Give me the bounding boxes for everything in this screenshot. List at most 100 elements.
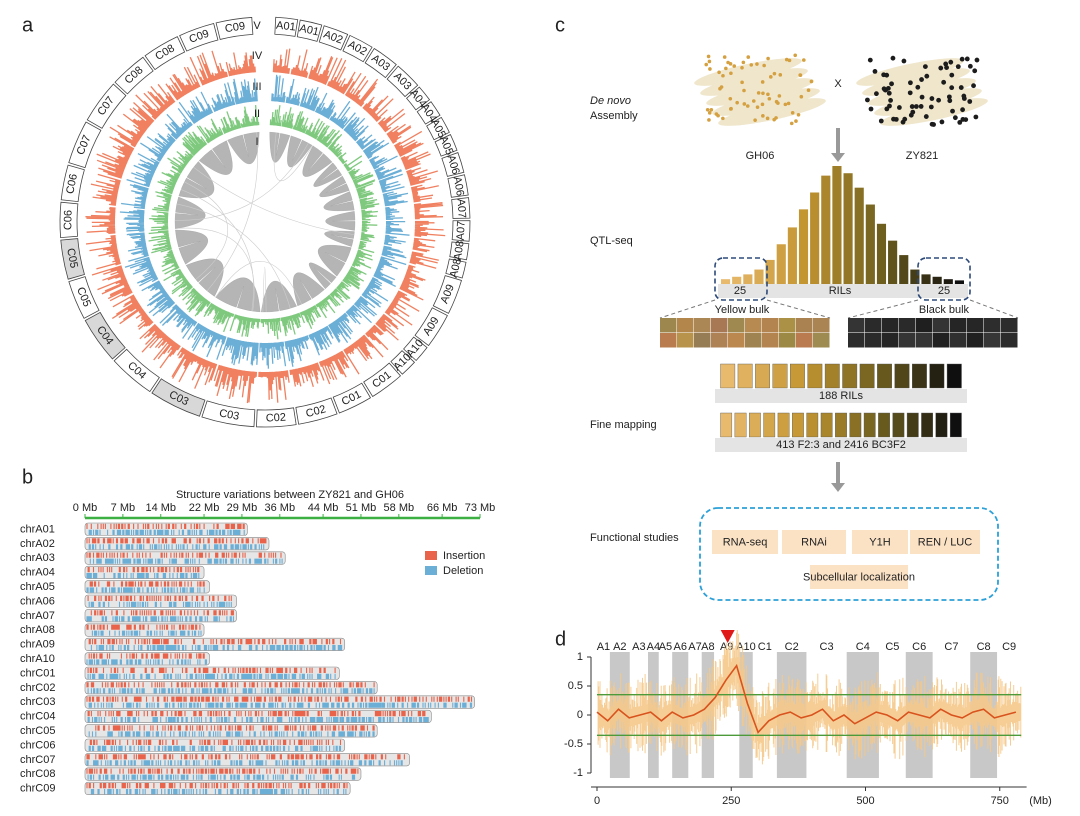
- x-tick-label: 22 Mb: [189, 502, 220, 514]
- bar: [854, 187, 864, 284]
- chromosome-label: A06: [445, 154, 462, 176]
- bar: [943, 279, 953, 284]
- seed: [946, 94, 952, 100]
- seed: [960, 107, 965, 113]
- chromosome-label: A2: [613, 641, 626, 653]
- seed: [958, 85, 964, 90]
- seed: [919, 94, 925, 100]
- seed: [707, 118, 711, 122]
- assay-label: RNAi: [801, 536, 827, 548]
- seed: [878, 118, 884, 124]
- bar: [865, 204, 875, 284]
- chromosome-label: A01: [298, 22, 320, 38]
- x-tick-label: 500: [856, 795, 874, 807]
- chromosome-box: [332, 382, 372, 414]
- chromosome-bar: [84, 594, 237, 608]
- seed-photo: [728, 318, 745, 333]
- seed: [889, 81, 894, 87]
- seed: [913, 104, 919, 109]
- chromosome-label: A06: [451, 176, 466, 197]
- chromosome-label: C3: [820, 641, 834, 653]
- seed: [919, 77, 924, 82]
- chromosome-box: [390, 350, 416, 375]
- seed: [705, 107, 710, 112]
- x-axis-label: (Mb): [1029, 795, 1052, 807]
- chromosome-label: C06: [64, 173, 80, 195]
- seed: [943, 61, 949, 67]
- chromosome-label: A6: [674, 641, 687, 653]
- bar: [787, 227, 797, 284]
- color-swatch: [921, 412, 933, 438]
- seed: [918, 104, 924, 109]
- seed-photo: [882, 333, 899, 348]
- color-swatch: [906, 412, 919, 438]
- color-swatch: [734, 412, 747, 438]
- legend-swatch: [425, 551, 437, 560]
- label: ZY821: [906, 150, 938, 162]
- seed: [890, 55, 896, 61]
- seed: [772, 117, 776, 122]
- bar: [932, 276, 942, 284]
- synteny-link: [293, 272, 325, 307]
- color-swatch: [949, 412, 962, 438]
- y-tick-label: chrC01: [20, 667, 55, 679]
- seed-photo: [796, 333, 813, 348]
- sv-stripes: [86, 523, 245, 529]
- color-swatch: [929, 363, 945, 389]
- seed: [928, 104, 934, 110]
- color-swatch: [935, 412, 948, 438]
- synteny-link: [175, 142, 309, 221]
- sv-stripes: [86, 552, 282, 558]
- chromosome-label: C7: [944, 641, 958, 653]
- chromosome-box: [386, 65, 419, 98]
- y-tick-label: chrC08: [20, 768, 55, 780]
- seed-photo: [779, 333, 796, 348]
- y-tick-label: chrC06: [20, 739, 55, 751]
- label: 25: [734, 285, 746, 297]
- sv-stripes: [88, 544, 265, 550]
- color-swatch: [807, 363, 823, 389]
- seed-photo: [711, 333, 728, 348]
- seed-photo: [882, 318, 899, 333]
- seed: [938, 65, 944, 71]
- seed: [749, 63, 754, 67]
- chromosome-box: [363, 362, 402, 398]
- chromosome-box: [441, 152, 465, 177]
- chromosome-label: C2: [785, 641, 799, 653]
- seed: [867, 57, 873, 63]
- synteny-link: [178, 161, 215, 199]
- chromosome-box: [68, 121, 102, 169]
- seed-photo: [984, 318, 1001, 333]
- seed: [717, 70, 721, 75]
- seed: [952, 115, 958, 121]
- seed: [886, 90, 892, 96]
- assay-box: [712, 530, 778, 554]
- bar: [732, 276, 742, 284]
- ring-label: IV: [252, 50, 263, 62]
- seed: [709, 107, 714, 112]
- seed-photo: [933, 318, 950, 333]
- seed-photo: [950, 318, 967, 333]
- seed: [741, 60, 746, 65]
- seed: [783, 102, 788, 107]
- seed: [728, 96, 733, 101]
- assay-label: Y1H: [869, 536, 890, 548]
- chromosome-label: A01: [275, 20, 296, 34]
- bar: [910, 269, 920, 284]
- chromosome-label: A3: [632, 641, 645, 653]
- color-swatch: [792, 412, 804, 438]
- color-swatch: [749, 412, 761, 438]
- seed: [909, 104, 915, 109]
- chromosome-box: [68, 276, 100, 319]
- synteny-link: [325, 211, 356, 231]
- bar: [776, 244, 786, 284]
- seed: [784, 57, 789, 62]
- x-tick-label: 66 Mb: [427, 502, 458, 514]
- seed: [760, 102, 765, 107]
- functional-box: [699, 507, 999, 601]
- synteny-link: [324, 230, 355, 247]
- seed: [936, 97, 942, 103]
- color-swatch: [824, 363, 840, 389]
- chromosome-box: [445, 258, 467, 279]
- assay-box: [782, 530, 846, 554]
